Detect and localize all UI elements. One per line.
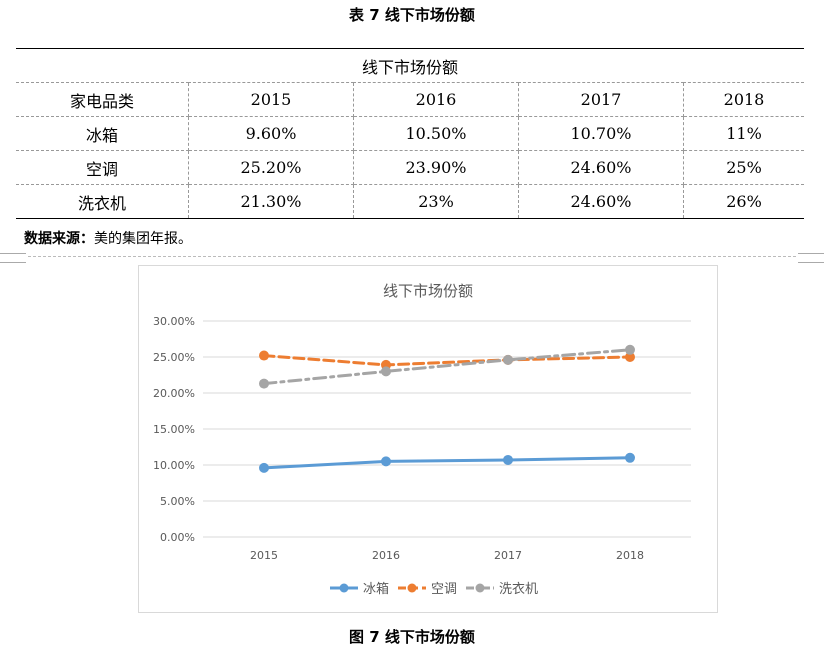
y-tick-label: 20.00%: [153, 387, 195, 400]
y-tick-label: 5.00%: [160, 495, 195, 508]
table-cell: 9.60%: [188, 116, 354, 151]
table-cell: 24.60%: [518, 150, 684, 185]
line-chart: 线下市场份额 0.00% 5.00% 10.00% 15.00% 20.00% 25.00…: [138, 265, 718, 613]
data-point: [259, 378, 269, 389]
series-line: [262, 354, 632, 367]
data-point: [381, 366, 391, 377]
table-cell: 11%: [683, 116, 804, 151]
data-point: [625, 352, 635, 362]
column-header: 2016: [353, 82, 519, 117]
page-break: [0, 253, 824, 263]
data-point: [625, 452, 635, 463]
table-cell: 21.30%: [188, 184, 354, 219]
data-point: [381, 456, 391, 467]
column-header: 2015: [188, 82, 354, 117]
chart-title: 线下市场份额: [383, 282, 473, 300]
table-row: 空调 25.20% 23.90% 24.60% 25%: [16, 150, 804, 185]
data-point: [259, 350, 269, 361]
data-point: [503, 354, 513, 365]
x-tick-label: 2015: [250, 549, 278, 562]
x-tick-label: 2016: [372, 549, 400, 562]
data-point: [259, 462, 269, 473]
table-row: 冰箱 9.60% 10.50% 10.70% 11%: [16, 116, 804, 151]
page-break-marker: [0, 253, 26, 263]
legend-marker: [339, 583, 349, 593]
table-cell: 23.90%: [353, 150, 519, 185]
data-point: [625, 344, 635, 355]
market-share-table: 线下市场份额 家电品类 2015 2016 2017 2018 冰箱 9.60%…: [16, 48, 804, 219]
page-break-line: [28, 256, 796, 257]
column-header: 家电品类: [16, 82, 189, 117]
x-tick-label: 2018: [616, 549, 644, 562]
table-cell: 10.70%: [518, 116, 684, 151]
x-tick-label: 2017: [494, 549, 522, 562]
column-header: 2017: [518, 82, 684, 117]
table-cell: 冰箱: [16, 116, 189, 151]
column-header: 2018: [683, 82, 804, 117]
legend-label: 冰箱: [363, 581, 389, 597]
table-header-span-row: 线下市场份额: [16, 48, 804, 83]
table-header-span: 线下市场份额: [16, 48, 804, 83]
table-cell: 24.60%: [518, 184, 684, 219]
y-tick-label: 10.00%: [153, 459, 195, 472]
data-source-note: 数据来源：美的集团年报。: [24, 228, 192, 248]
legend-label: 空调: [431, 582, 457, 597]
table-caption: 表 7 线下市场份额: [349, 6, 475, 24]
table-cell: 23%: [353, 184, 519, 219]
figure-caption: 图 7 线下市场份额: [349, 628, 475, 646]
legend-marker: [475, 583, 485, 593]
series-line: [262, 456, 632, 470]
data-source-text: 美的集团年报。: [94, 231, 192, 247]
table-column-header-row: 家电品类 2015 2016 2017 2018: [16, 82, 804, 117]
chart-grid: 0.00% 5.00% 10.00% 15.00% 20.00% 25.00% 30.00%…: [153, 315, 691, 562]
page-break-marker: [798, 253, 824, 263]
table-cell: 26%: [683, 184, 804, 219]
data-point: [503, 454, 513, 465]
table-cell: 洗衣机: [16, 184, 189, 219]
y-tick-label: 25.00%: [153, 351, 195, 364]
legend-label: 洗衣机: [499, 581, 538, 597]
legend-marker: [407, 583, 417, 593]
table-cell: 空调: [16, 150, 189, 185]
table-cell: 10.50%: [353, 116, 519, 151]
series-line: [262, 348, 632, 386]
y-tick-label: 0.00%: [160, 531, 195, 544]
table-cell: 25.20%: [188, 150, 354, 185]
chart-canvas: 线下市场份额 0.00% 5.00% 10.00% 15.00% 20.00% 25.00…: [153, 282, 691, 597]
data-source-label: 数据来源：: [24, 231, 94, 247]
chart-series: [259, 344, 635, 473]
y-tick-label: 15.00%: [153, 423, 195, 436]
y-tick-label: 30.00%: [153, 315, 195, 328]
chart-legend: 冰箱 空调 洗衣机: [330, 581, 538, 597]
table-cell: 25%: [683, 150, 804, 185]
table-row: 洗衣机 21.30% 23% 24.60% 26%: [16, 184, 804, 219]
